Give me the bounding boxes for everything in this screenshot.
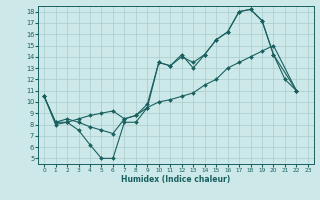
X-axis label: Humidex (Indice chaleur): Humidex (Indice chaleur)	[121, 175, 231, 184]
